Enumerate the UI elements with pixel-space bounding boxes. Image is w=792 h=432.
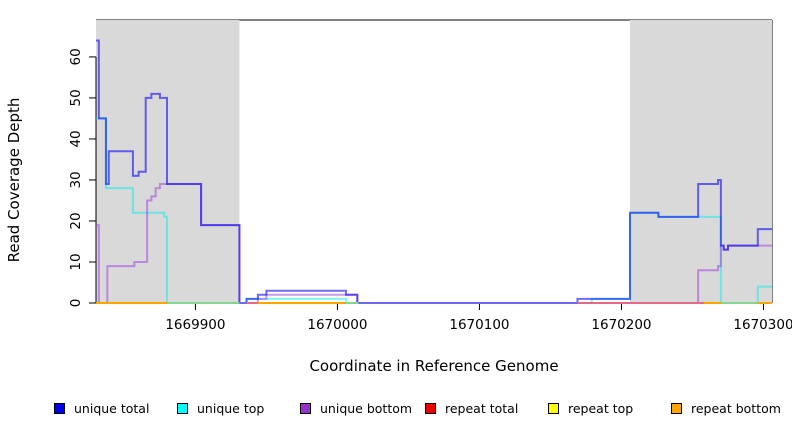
coverage-plot-canvas: 1669900 1670000 1670100 1670200 1670300 0 10 20… <box>68 19 792 333</box>
y-tick-label: 0 <box>68 299 84 308</box>
legend-label: unique top <box>197 400 265 416</box>
y-tick-label: 30 <box>68 171 84 188</box>
legend-label: unique total <box>74 400 150 416</box>
x-tick-label: 1670100 <box>449 317 509 333</box>
legend-label: repeat top <box>568 400 634 416</box>
legend-label: repeat total <box>445 400 519 416</box>
x-tick-label: 1670000 <box>307 317 367 333</box>
shaded-region-1 <box>629 20 772 303</box>
legend-item-unique-bottom: unique bottom <box>300 398 412 418</box>
legend-item-repeat-total: repeat total <box>425 398 518 418</box>
x-tick-label: 1670200 <box>591 317 651 333</box>
legend-swatch-icon <box>548 402 559 414</box>
legend-swatch-icon <box>177 402 188 414</box>
legend-swatch-icon <box>300 402 311 414</box>
x-axis-title: Coordinate in Reference Genome <box>309 357 559 375</box>
legend-item-unique-top: unique top <box>177 398 264 418</box>
y-tick-label: 60 <box>68 48 84 65</box>
x-tick-label: 1669900 <box>165 317 225 333</box>
y-tick-label: 40 <box>68 130 84 147</box>
legend-item-repeat-bottom: repeat bottom <box>671 398 781 418</box>
y-tick-label: 50 <box>68 89 84 106</box>
legend-item-unique-total: unique total <box>54 398 149 418</box>
y-tick-label: 20 <box>68 212 84 229</box>
legend-label: repeat bottom <box>691 400 781 416</box>
y-axis-title: Read Coverage Depth <box>5 97 23 263</box>
x-tick-label: 1670300 <box>733 317 792 333</box>
legend-swatch-icon <box>671 402 682 414</box>
legend-swatch-icon <box>54 402 65 414</box>
series-line-unique-total <box>96 39 772 304</box>
legend-item-repeat-top: repeat top <box>548 398 633 418</box>
y-tick-label: 10 <box>68 253 84 270</box>
plot-legend: unique total unique top unique bottom repea… <box>0 398 792 420</box>
legend-swatch-icon <box>425 402 436 414</box>
legend-label: unique bottom <box>320 400 413 416</box>
